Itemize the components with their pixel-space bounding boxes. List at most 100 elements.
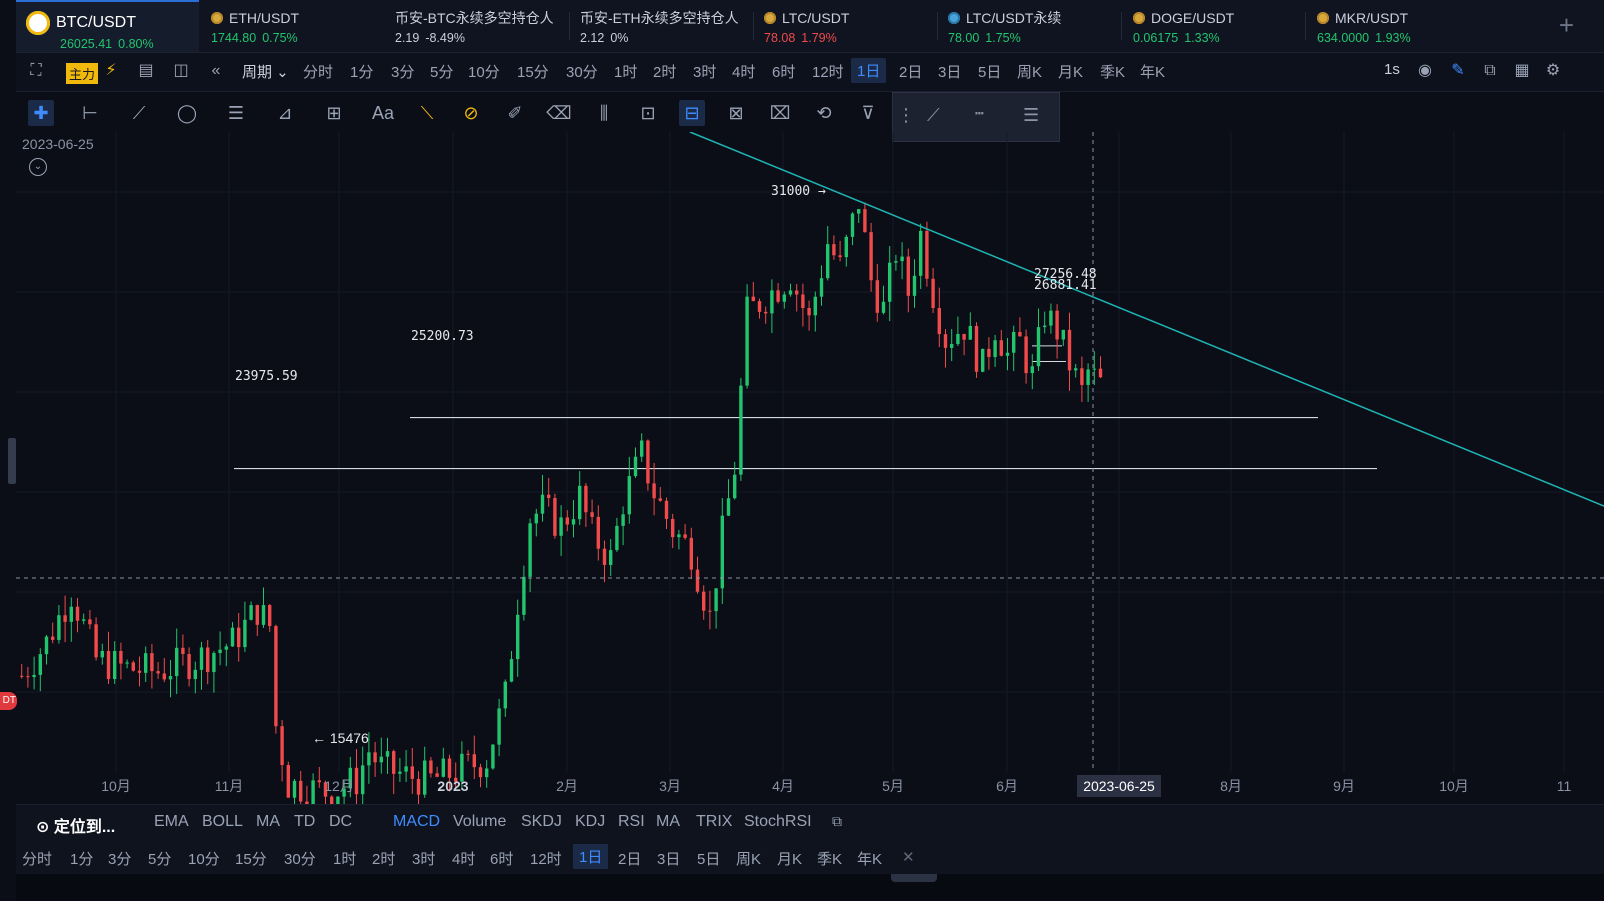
interval-12[interactable]: 12时 [812, 64, 844, 81]
interval-19[interactable]: 季K [1100, 64, 1126, 81]
sub-indicator-2[interactable]: SKDJ [521, 813, 562, 830]
interval-7[interactable]: 1时 [614, 64, 638, 81]
layout-icon[interactable]: ◫ [173, 62, 189, 79]
calendar-icon[interactable]: ▤ [138, 62, 154, 79]
line-icon[interactable]: ⟋ [927, 105, 940, 125]
compare-icon[interactable]: ⫼ [599, 103, 609, 123]
ellipse-icon[interactable]: ◯ [176, 103, 198, 123]
settings-icon[interactable]: ⚙ [1545, 62, 1561, 79]
bottom-interval-7[interactable]: 1时 [333, 851, 357, 868]
edit-icon[interactable]: ⊠ [728, 103, 744, 123]
candlestick-chart[interactable]: 31000 → ← 15476 25200.73 23975.59 27256.4826… [16, 132, 1604, 804]
text-icon[interactable]: Aa [371, 103, 395, 123]
magnet-icon[interactable]: ⊘ [463, 103, 479, 123]
bottom-interval-8[interactable]: 2时 [372, 851, 396, 868]
dash-style-icon[interactable]: ┅ [975, 105, 984, 121]
tab-ltc-usdt[interactable]: LTC/USDT 78.08 1.79% [754, 0, 934, 52]
indicator-td[interactable]: TD [294, 813, 316, 830]
pencil-icon[interactable]: ✎ [1451, 62, 1465, 79]
replay-icon[interactable]: « [211, 62, 221, 79]
interval-8[interactable]: 2时 [653, 64, 677, 81]
line-width-icon[interactable]: ☰ [1023, 105, 1040, 125]
side-panel-toggle[interactable] [8, 438, 16, 484]
sub-indicator-0[interactable]: MACD [393, 813, 441, 830]
bottom-interval-16[interactable]: 5日 [697, 851, 721, 868]
flash-icon[interactable]: ⚡ [105, 62, 117, 79]
main-indicator-button[interactable]: 主力 [66, 63, 99, 84]
bottom-interval-18[interactable]: 月K [777, 851, 803, 868]
bottom-interval-9[interactable]: 3时 [412, 851, 436, 868]
bottom-interval-17[interactable]: 周K [736, 851, 762, 868]
interval-13[interactable]: 1日 [851, 58, 887, 83]
interval-15[interactable]: 3日 [938, 64, 962, 81]
bottom-interval-11[interactable]: 6时 [490, 851, 514, 868]
tab-ltc-perp[interactable]: LTC/USDT永续 78.00 1.75% [938, 0, 1118, 52]
interval-3[interactable]: 5分 [430, 64, 454, 81]
trend-line-icon[interactable]: ⟋ [132, 103, 146, 123]
filter-icon[interactable]: ⊽ [861, 103, 875, 123]
bottom-interval-14[interactable]: 2日 [618, 851, 642, 868]
sub-indicator-4[interactable]: RSI [618, 813, 645, 830]
bottom-interval-4[interactable]: 10分 [188, 851, 220, 868]
tab-btc-usdt[interactable]: BTC/USDT 26025.41 0.80% [16, 0, 199, 52]
bottom-interval-19[interactable]: 季K [817, 851, 843, 868]
eraser-icon[interactable]: ⌫ [546, 103, 572, 123]
drag-handle-icon[interactable]: ⋮ [897, 105, 915, 125]
interval-17[interactable]: 周K [1017, 64, 1043, 81]
screenshot-icon[interactable]: ▦ [1514, 62, 1530, 79]
interval-10[interactable]: 4时 [732, 64, 756, 81]
interval-0[interactable]: 分时 [303, 64, 334, 81]
bookmark-icon[interactable]: ⊟ [679, 100, 705, 126]
trash-icon[interactable]: ⌧ [769, 103, 791, 123]
bottom-interval-6[interactable]: 30分 [284, 851, 316, 868]
interval-16[interactable]: 5日 [978, 64, 1002, 81]
bottom-interval-1[interactable]: 1分 [70, 851, 94, 868]
interval-2[interactable]: 3分 [391, 64, 415, 81]
sub-indicator-6[interactable]: TRIX [696, 813, 733, 830]
sub-indicator-1[interactable]: Volume [453, 813, 507, 830]
side-badge[interactable]: DT [0, 692, 17, 710]
bottom-interval-13[interactable]: 1日 [573, 844, 609, 869]
bottom-interval-3[interactable]: 5分 [148, 851, 172, 868]
interval-1[interactable]: 1分 [350, 64, 374, 81]
collapse-icon[interactable]: ⌄ [29, 158, 47, 176]
tab-eth-ls-ratio[interactable]: 币安-ETH永续多空持仓人 2.12 0% [570, 0, 750, 52]
measure-icon[interactable]: ⊞ [326, 103, 342, 123]
tab-doge-usdt[interactable]: DOGE/USDT 0.06175 1.33% [1123, 0, 1303, 52]
period-dropdown[interactable]: 周期 ⌄ [242, 61, 289, 82]
bottom-interval-2[interactable]: 3分 [108, 851, 132, 868]
bottom-interval-5[interactable]: 15分 [235, 851, 267, 868]
pattern-icon[interactable]: ⊿ [277, 103, 293, 123]
chart-type-icon[interactable]: ⛶ [30, 62, 42, 79]
close-icon[interactable]: ✕ [902, 849, 915, 866]
tab-btc-ls-ratio[interactable]: 币安-BTC永续多空持仓人 2.19 -8.49% [385, 0, 565, 52]
fib-icon[interactable]: ☰ [227, 103, 245, 123]
brush-icon[interactable]: ✐ [507, 103, 523, 123]
interval-11[interactable]: 6时 [772, 64, 796, 81]
indicator-dc[interactable]: DC [329, 813, 353, 830]
bottom-interval-15[interactable]: 3日 [657, 851, 681, 868]
panel-resize-handle[interactable] [891, 874, 937, 882]
interval-20[interactable]: 年K [1140, 64, 1166, 81]
bottom-interval-0[interactable]: 分时 [22, 851, 53, 868]
bottom-interval-10[interactable]: 4时 [452, 851, 476, 868]
interval-5[interactable]: 15分 [517, 64, 549, 81]
bottom-interval-12[interactable]: 12时 [530, 851, 562, 868]
sub-indicator-7[interactable]: StochRSI [744, 813, 812, 830]
lock-icon[interactable]: ⊡ [640, 103, 656, 123]
indicator-ema[interactable]: EMA [154, 813, 189, 830]
interval-18[interactable]: 月K [1058, 64, 1084, 81]
interval-9[interactable]: 3时 [693, 64, 717, 81]
interval-4[interactable]: 10分 [468, 64, 500, 81]
sub-indicator-3[interactable]: KDJ [575, 813, 606, 830]
sub-indicator-5[interactable]: MA [656, 813, 680, 830]
interval-6[interactable]: 30分 [566, 64, 598, 81]
locate-button[interactable]: ⊙ 定位到... [36, 813, 115, 837]
interval-14[interactable]: 2日 [899, 64, 923, 81]
tab-eth-usdt[interactable]: ETH/USDT 1744.80 0.75% [201, 0, 381, 52]
camera-icon[interactable]: ◉ [1418, 62, 1432, 79]
link-icon[interactable]: ⟲ [816, 103, 832, 123]
ruler-icon[interactable]: ⟍ [420, 103, 434, 123]
indicator-boll[interactable]: BOLL [202, 813, 243, 830]
edit-indicators-icon[interactable]: ⧉ [832, 813, 842, 829]
